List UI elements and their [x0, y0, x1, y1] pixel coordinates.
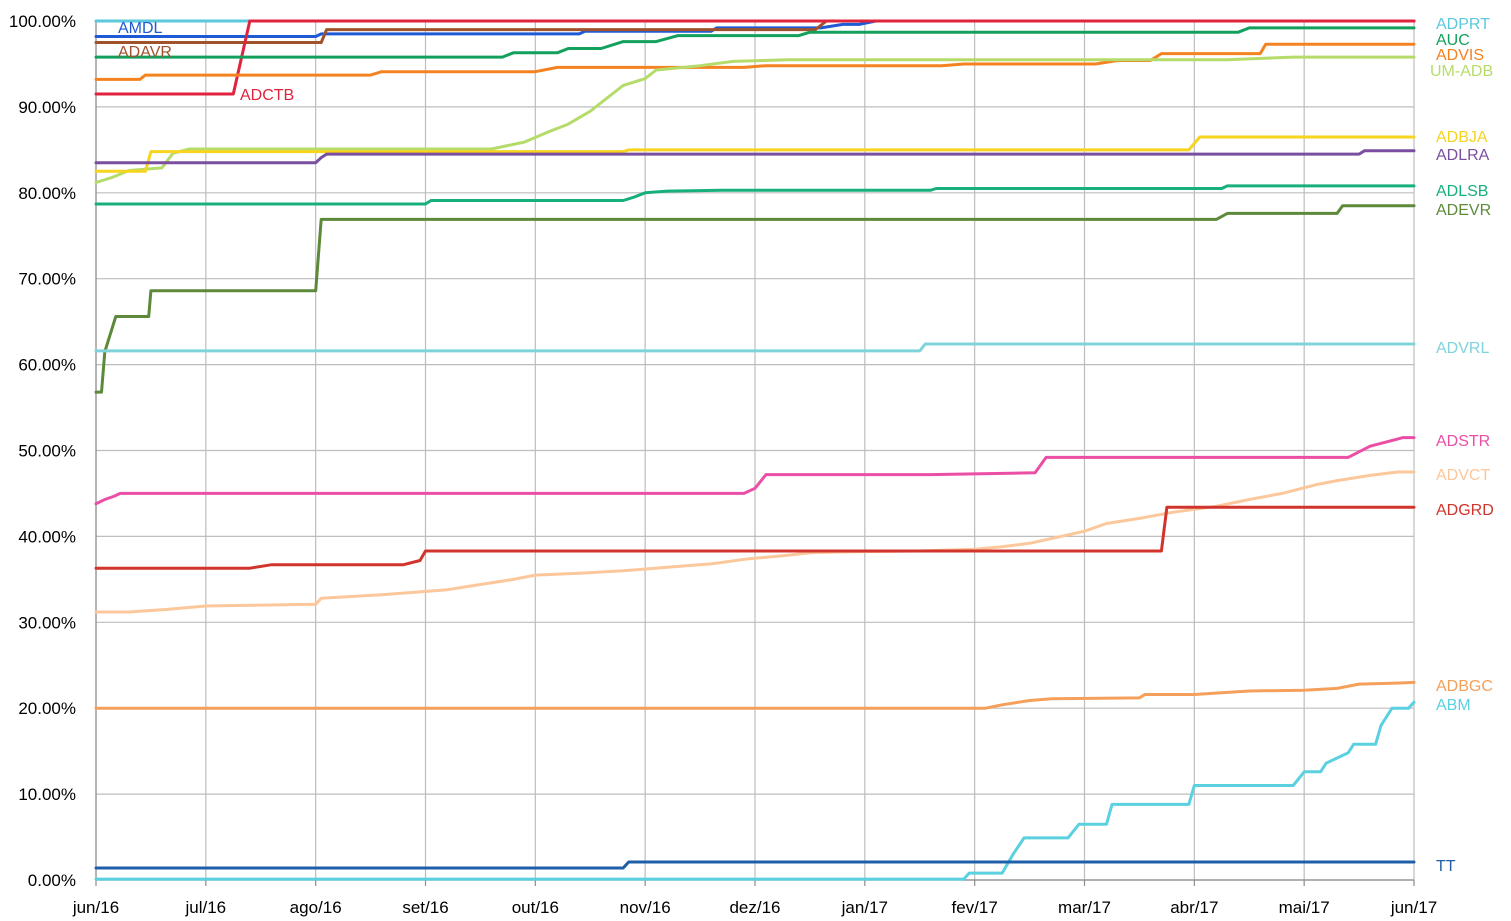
series-label-adavr: ADAVR: [118, 44, 172, 61]
series-label-amdl: AMDL: [118, 20, 163, 37]
series-label-um-adb: UM-ADB: [1430, 63, 1493, 80]
series-label-adctb: ADCTB: [240, 87, 294, 104]
series-label-advrl: ADVRL: [1436, 340, 1489, 357]
series-line-advrl: [94, 342, 1416, 353]
x-tick-label: jun/16: [72, 898, 119, 917]
x-tick-label: jan/17: [841, 898, 888, 917]
series-line-abm: [94, 700, 1416, 881]
x-tick-label: out/16: [512, 898, 559, 917]
series-label-adgrd: ADGRD: [1436, 502, 1494, 519]
y-tick-label: 0.00%: [28, 871, 76, 890]
x-tick-label: jun/17: [1390, 898, 1437, 917]
y-tick-label: 60.00%: [18, 356, 76, 375]
series-label-abm: ABM: [1436, 697, 1471, 714]
series-line-adstr: [94, 436, 1416, 506]
y-tick-label: 80.00%: [18, 184, 76, 203]
series-line-adbja: [94, 135, 1416, 173]
x-tick-label: ago/16: [290, 898, 342, 917]
series-label-tt: TT: [1436, 858, 1456, 875]
y-tick-label: 40.00%: [18, 527, 76, 546]
series-label-advct: ADVCT: [1436, 467, 1490, 484]
series-label-adlsb: ADLSB: [1436, 183, 1488, 200]
series-line-advis: [94, 42, 1416, 81]
series-label-adstr: ADSTR: [1436, 433, 1490, 450]
series-line-advct: [94, 470, 1416, 614]
series-label-adevr: ADEVR: [1436, 202, 1491, 219]
x-tick-label: set/16: [402, 898, 448, 917]
series-line-auc: [94, 26, 1416, 59]
series-line-adbgc: [94, 680, 1416, 710]
x-tick-label: fev/17: [952, 898, 998, 917]
y-tick-label: 100.00%: [9, 12, 76, 31]
series-line-adgrd: [94, 505, 1416, 570]
x-tick-label: mar/17: [1058, 898, 1111, 917]
x-tick-label: jul/16: [185, 898, 227, 917]
series-lines: [94, 19, 1416, 881]
series-label-adbgc: ADBGC: [1436, 678, 1493, 695]
series-label-auc: AUC: [1436, 32, 1470, 49]
series-label-adprt: ADPRT: [1436, 16, 1490, 33]
x-tick-label: dez/16: [729, 898, 780, 917]
y-tick-label: 50.00%: [18, 442, 76, 461]
series-line-tt: [94, 860, 1416, 870]
x-tick-label: nov/16: [620, 898, 671, 917]
series-line-adlra: [94, 149, 1416, 165]
series-label-adlra: ADLRA: [1436, 147, 1490, 164]
series-labels: ADPRTAMDLADAVRADCTBAUCADVISUM-ADBADBJAAD…: [118, 16, 1494, 875]
series-label-adbja: ADBJA: [1436, 129, 1488, 146]
series-line-adlsb: [94, 184, 1416, 206]
y-tick-label: 70.00%: [18, 270, 76, 289]
y-tick-label: 10.00%: [18, 785, 76, 804]
x-tick-label: abr/17: [1170, 898, 1218, 917]
x-tick-label: mai/17: [1279, 898, 1330, 917]
axes: 0.00% 10.00% 20.00% 30.00% 40.00% 50.00% 60.00…: [9, 12, 1437, 917]
y-tick-label: 90.00%: [18, 98, 76, 117]
y-tick-label: 20.00%: [18, 699, 76, 718]
series-label-advis: ADVIS: [1436, 47, 1484, 64]
y-tick-label: 30.00%: [18, 613, 76, 632]
